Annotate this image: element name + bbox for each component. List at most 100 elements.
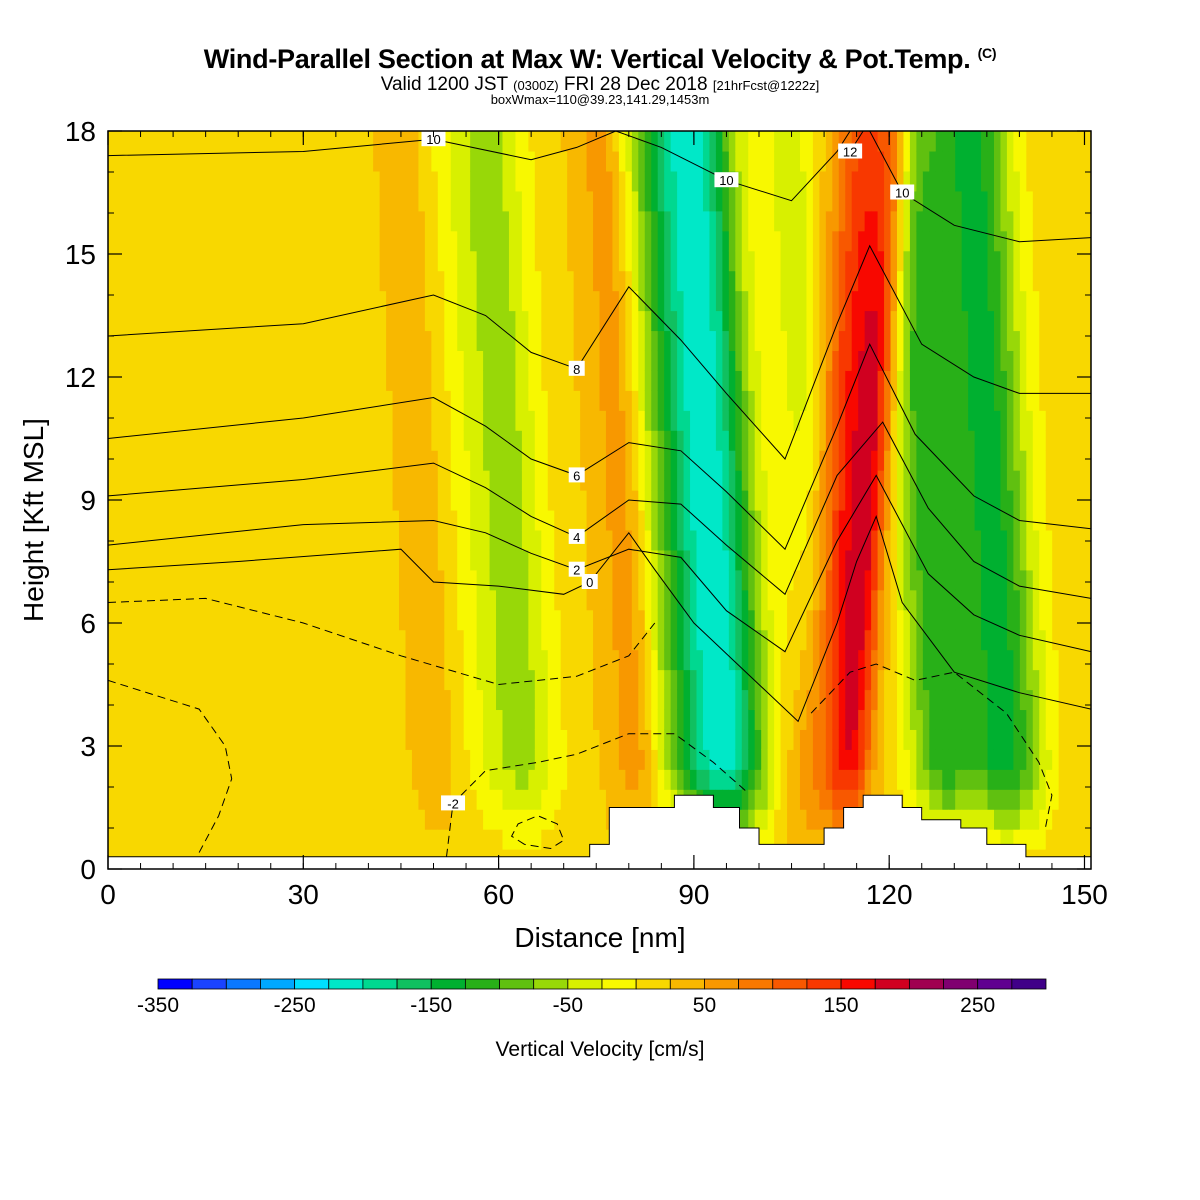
velocity-cell: [884, 689, 892, 711]
velocity-cell: [373, 609, 381, 631]
velocity-cell: [327, 649, 335, 671]
velocity-cell: [903, 250, 911, 272]
velocity-cell: [761, 729, 769, 750]
velocity-cell: [302, 749, 310, 770]
velocity-cell: [922, 350, 930, 371]
velocity-cell: [243, 450, 251, 471]
velocity-cell: [741, 450, 749, 471]
velocity-cell: [599, 629, 607, 651]
velocity-cell: [399, 450, 407, 471]
velocity-cell: [127, 290, 135, 312]
velocity-cell: [198, 609, 206, 631]
velocity-cell: [961, 729, 969, 750]
velocity-cell: [528, 689, 536, 711]
velocity-cell: [618, 250, 626, 272]
velocity-cell: [651, 350, 659, 371]
velocity-cell: [683, 649, 691, 671]
velocity-cell: [243, 649, 251, 671]
velocity-cell: [360, 829, 368, 850]
velocity-cell: [302, 290, 310, 312]
velocity-cell: [373, 490, 381, 511]
velocity-cell: [812, 649, 820, 671]
velocity-cell: [347, 310, 355, 332]
velocity-cell: [554, 609, 562, 631]
velocity-cell: [418, 290, 426, 312]
velocity-cell: [470, 629, 478, 651]
velocity-cell: [431, 270, 439, 292]
velocity-cell: [302, 450, 310, 471]
velocity-cell: [819, 529, 827, 551]
velocity-cell: [651, 450, 659, 471]
velocity-cell: [192, 150, 200, 172]
velocity-cell: [379, 230, 387, 252]
velocity-cell: [903, 490, 911, 511]
velocity-cell: [767, 330, 775, 352]
velocity-cell: [146, 150, 154, 172]
velocity-cell: [282, 749, 290, 770]
velocity-cell: [496, 529, 504, 551]
velocity-cell: [392, 330, 400, 352]
velocity-cell: [586, 769, 594, 790]
velocity-cell: [825, 490, 833, 511]
velocity-cell: [457, 170, 465, 192]
velocity-cell: [961, 270, 969, 292]
velocity-cell: [166, 210, 174, 232]
velocity-cell: [243, 350, 251, 371]
velocity-cell: [230, 809, 238, 830]
velocity-cell: [120, 709, 129, 730]
velocity-cell: [502, 789, 510, 810]
velocity-cell: [586, 470, 594, 491]
velocity-cell: [256, 350, 264, 371]
velocity-cell: [179, 250, 187, 272]
velocity-cell: [612, 190, 620, 212]
velocity-cell: [166, 430, 174, 451]
velocity-cell: [780, 230, 788, 252]
velocity-cell: [554, 270, 562, 292]
velocity-cell: [541, 689, 549, 711]
velocity-cell: [224, 310, 232, 332]
velocity-cell: [793, 709, 801, 730]
velocity-cell: [108, 669, 116, 691]
velocity-cell: [877, 210, 885, 232]
velocity-cell: [541, 290, 549, 312]
velocity-cell: [379, 470, 387, 491]
velocity-cell: [702, 350, 711, 371]
velocity-cell: [593, 350, 601, 371]
velocity-cell: [838, 150, 846, 172]
velocity-cell: [263, 569, 271, 591]
velocity-cell: [211, 470, 219, 491]
velocity-cell: [450, 689, 458, 711]
velocity-cell: [929, 350, 937, 371]
velocity-cell: [146, 131, 154, 152]
velocity-cell: [644, 569, 652, 591]
velocity-cell: [741, 809, 749, 830]
velocity-cell: [399, 150, 407, 172]
velocity-cell: [502, 450, 510, 471]
velocity-cell: [754, 609, 762, 631]
velocity-cell: [515, 430, 523, 451]
velocity-cell: [327, 709, 335, 730]
velocity-cell: [133, 529, 141, 551]
velocity-cell: [845, 629, 853, 651]
velocity-cell: [547, 589, 555, 611]
velocity-cell: [237, 789, 245, 810]
velocity-cell: [392, 569, 400, 591]
velocity-cell: [631, 709, 639, 730]
velocity-cell: [263, 410, 271, 431]
velocity-cell: [560, 230, 568, 252]
velocity-cell: [916, 649, 924, 671]
velocity-cell: [528, 250, 536, 272]
velocity-cell: [133, 709, 141, 730]
velocity-cell: [657, 131, 665, 152]
velocity-cell: [974, 769, 982, 790]
velocity-cell: [508, 709, 517, 730]
velocity-cell: [263, 190, 271, 212]
velocity-cell: [496, 230, 504, 252]
velocity-cell: [586, 310, 594, 332]
velocity-cell: [483, 649, 491, 671]
velocity-cell: [528, 270, 536, 292]
velocity-cell: [230, 769, 238, 790]
velocity-cell: [153, 390, 161, 411]
velocity-cell: [942, 170, 950, 192]
velocity-cell: [198, 769, 206, 790]
